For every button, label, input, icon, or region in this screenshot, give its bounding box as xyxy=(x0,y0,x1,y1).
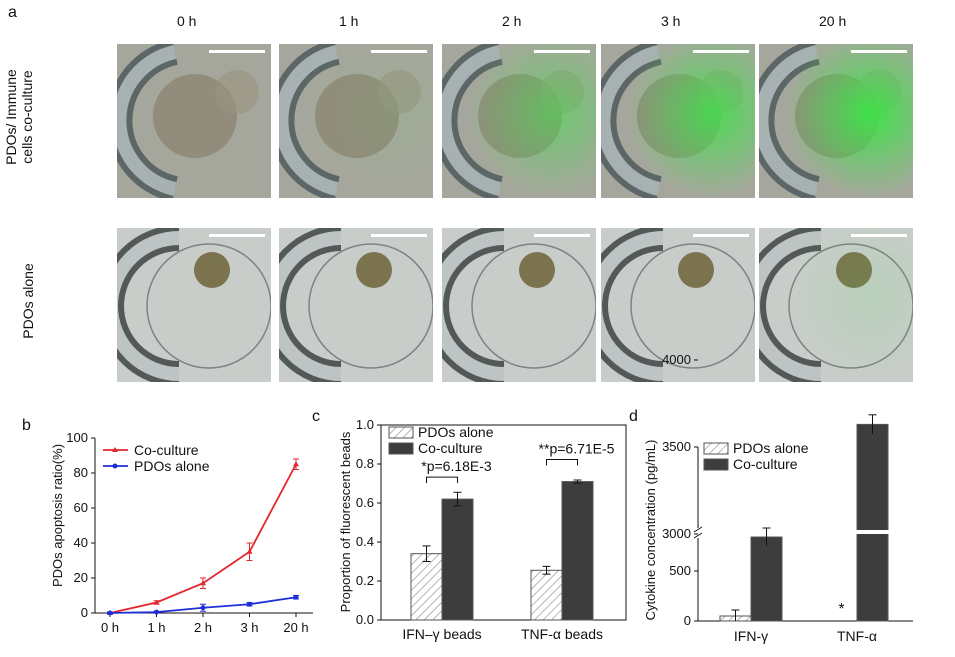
c-legend-label: Co-culture xyxy=(418,440,483,456)
d-y-tick-label: 0 xyxy=(684,613,691,628)
b-y-tick-label: 80 xyxy=(74,465,88,480)
b-point xyxy=(247,601,252,607)
panel-d-label: d xyxy=(629,408,638,425)
c-annotation: **p=6.71E-5 xyxy=(539,441,615,457)
coculture-image xyxy=(442,44,596,198)
coculture-image xyxy=(759,44,913,198)
d-bar xyxy=(856,423,889,622)
b-legend-label: PDOs alone xyxy=(134,458,210,474)
c-significance-bracket xyxy=(426,476,458,484)
time-label: 1 h xyxy=(339,13,359,29)
c-bar xyxy=(530,569,563,621)
b-x-tick-label: 1 h xyxy=(147,620,165,635)
coculture-image xyxy=(117,44,271,198)
b-legend-label: Co-culture xyxy=(134,442,199,458)
time-label: 2 h xyxy=(502,13,522,29)
b-legend-marker xyxy=(112,463,118,469)
b-series-line xyxy=(109,463,297,614)
d-x-tick-label: TNF-α xyxy=(837,628,877,644)
d-axis-break xyxy=(693,532,703,539)
b-x-tick-label: 2 h xyxy=(194,620,212,635)
c-x-tick-label: IFN–γ beads xyxy=(402,626,481,642)
b-y-axis-label: PDOs apoptosis ratio(%) xyxy=(50,444,65,587)
d-legend-label: Co-culture xyxy=(733,456,798,472)
b-point xyxy=(246,548,253,554)
pdo-alone-image xyxy=(442,228,596,382)
d-x-tick-label: IFN-γ xyxy=(734,628,768,644)
c-y-tick-label: 1.0 xyxy=(356,417,374,432)
c-y-tick-label: 0.6 xyxy=(356,495,374,510)
c-annotation: *p=6.18E-3 xyxy=(421,458,492,474)
b-y-tick-label: 40 xyxy=(74,535,88,550)
time-label: 3 h xyxy=(661,13,681,29)
d-y-tick-label: 3500 xyxy=(662,439,691,454)
pdo-alone-image xyxy=(601,228,755,382)
d-legend-swatch xyxy=(703,458,729,471)
d-y-tick-label: 3000 xyxy=(662,526,691,541)
d-axis-break xyxy=(693,526,703,533)
b-x-tick-label: 20 h xyxy=(283,620,308,635)
c-legend-swatch xyxy=(388,442,414,455)
pdo-alone-image xyxy=(279,228,433,382)
c-legend-label: PDOs alone xyxy=(418,424,494,440)
d-annotation: * xyxy=(838,601,844,618)
b-x-tick-label: 3 h xyxy=(240,620,258,635)
coculture-image xyxy=(279,44,433,198)
time-label: 0 h xyxy=(177,13,197,29)
pdo-alone-image xyxy=(117,228,271,382)
c-bar xyxy=(561,481,594,621)
c-y-tick-label: 0.8 xyxy=(356,456,374,471)
d-legend-swatch xyxy=(703,442,729,455)
c-x-tick-label: TNF-α beads xyxy=(521,626,603,642)
c-bar xyxy=(441,498,474,621)
c-legend-swatch xyxy=(388,426,414,439)
b-y-tick-label: 0 xyxy=(81,605,88,620)
b-point xyxy=(200,580,206,586)
pdo-alone-image xyxy=(759,228,913,382)
c-y-tick-label: 0.0 xyxy=(356,612,374,627)
panel-a-label: a xyxy=(8,4,17,21)
d-y-tick-label: 4000 xyxy=(662,352,691,367)
b-point xyxy=(107,610,113,616)
d-legend-label: PDOs alone xyxy=(733,440,809,456)
d-bar-break xyxy=(856,530,889,534)
c-y-tick-label: 0.2 xyxy=(356,573,374,588)
d-bar xyxy=(750,536,783,622)
c-significance-bracket xyxy=(546,459,578,466)
d-y-tick-label: 500 xyxy=(669,563,691,578)
b-y-tick-label: 60 xyxy=(74,500,88,515)
b-point xyxy=(200,605,206,611)
c-y-axis-label: Proportion of fluorescent beads xyxy=(338,431,353,612)
b-point xyxy=(293,594,299,600)
b-point xyxy=(154,609,159,615)
b-point xyxy=(153,599,160,605)
b-x-tick-label: 0 h xyxy=(101,620,119,635)
b-y-tick-label: 20 xyxy=(74,570,88,585)
coculture-image xyxy=(601,44,755,198)
c-y-tick-label: 0.4 xyxy=(356,534,374,549)
b-legend-marker xyxy=(112,447,118,452)
b-y-tick-label: 100 xyxy=(66,430,88,445)
time-label: 20 h xyxy=(819,13,847,29)
c-bar xyxy=(410,553,443,621)
panel-c-label: c xyxy=(312,408,320,425)
c-frame xyxy=(380,424,627,621)
panel-b-label: b xyxy=(22,417,31,434)
b-point xyxy=(293,461,299,467)
d-y-axis-label: Cytokine concentration (pg/mL) xyxy=(643,440,658,621)
